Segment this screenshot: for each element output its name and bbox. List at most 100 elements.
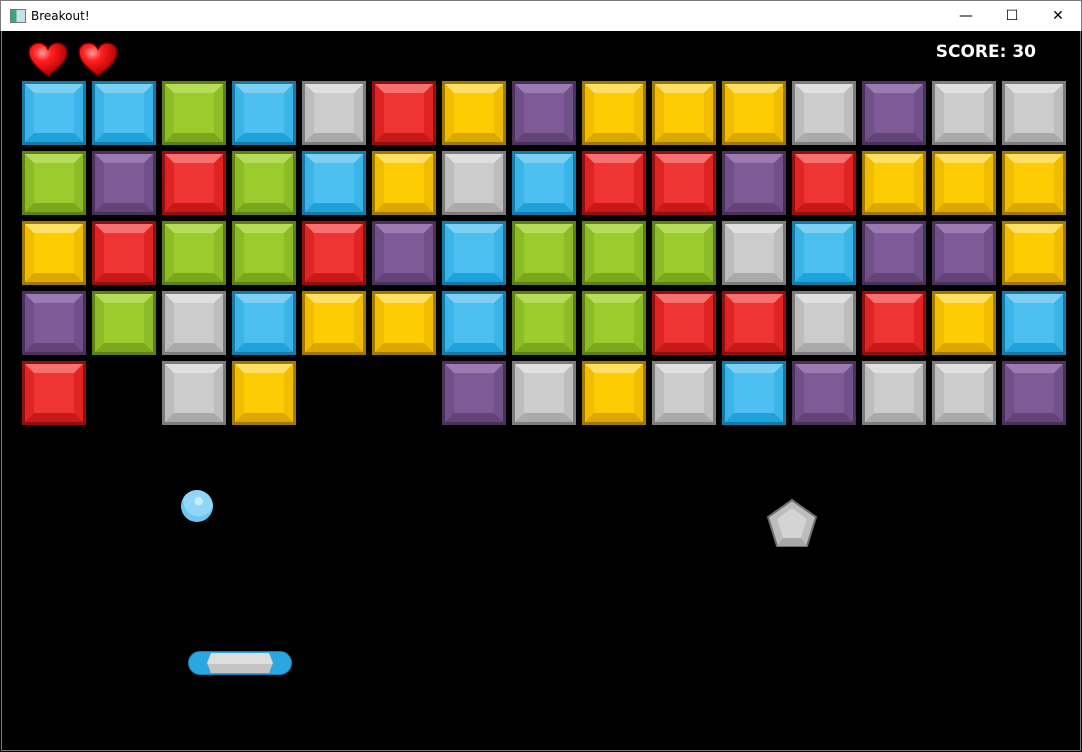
brick-face [235, 224, 293, 282]
brick-gray [652, 361, 716, 425]
brick-blue [722, 361, 786, 425]
brick-blue [792, 221, 856, 285]
brick-gray [512, 361, 576, 425]
brick-red [22, 361, 86, 425]
paddle[interactable] [188, 651, 292, 675]
brick-gray [932, 81, 996, 145]
brick-face [375, 84, 433, 142]
brick-blue [442, 221, 506, 285]
brick-face [25, 364, 83, 422]
brick-green [232, 151, 296, 215]
brick-face [585, 154, 643, 212]
brick-green [512, 221, 576, 285]
brick-yellow [1002, 221, 1066, 285]
score-label: SCORE: 30 [935, 42, 1036, 62]
brick-face [235, 364, 293, 422]
brick-purple [1002, 361, 1066, 425]
brick-face [725, 84, 783, 142]
brick-face [25, 294, 83, 352]
brick-purple [442, 361, 506, 425]
brick-green [92, 291, 156, 355]
brick-purple [862, 81, 926, 145]
brick-face [795, 84, 853, 142]
brick-face [95, 224, 153, 282]
brick-face [375, 294, 433, 352]
brick-face [935, 224, 993, 282]
brick-face [655, 84, 713, 142]
brick-face [235, 154, 293, 212]
window-title: Breakout! [31, 9, 90, 23]
brick-blue [442, 291, 506, 355]
brick-face [1005, 84, 1063, 142]
brick-face [725, 224, 783, 282]
brick-face [725, 364, 783, 422]
brick-face [25, 224, 83, 282]
minimize-button[interactable]: — [959, 8, 973, 24]
brick-purple [22, 291, 86, 355]
brick-green [512, 291, 576, 355]
brick-green [582, 221, 646, 285]
brick-green [162, 221, 226, 285]
brick-face [95, 84, 153, 142]
brick-face [165, 364, 223, 422]
brick-blue [232, 291, 296, 355]
brick-red [652, 151, 716, 215]
brick-face [935, 294, 993, 352]
brick-face [445, 154, 503, 212]
brick-red [582, 151, 646, 215]
maximize-button[interactable]: ☐ [1005, 8, 1019, 24]
title-bar[interactable]: Breakout! — ☐ ✕ [0, 0, 1082, 31]
brick-face [235, 294, 293, 352]
brick-gray [932, 361, 996, 425]
close-button[interactable]: ✕ [1052, 8, 1064, 24]
brick-face [795, 154, 853, 212]
brick-purple [372, 221, 436, 285]
brick-face [585, 224, 643, 282]
brick-red [862, 291, 926, 355]
heart-icon [78, 42, 118, 78]
pentagon-gem-icon [766, 498, 818, 547]
brick-face [1005, 364, 1063, 422]
brick-green [582, 291, 646, 355]
brick-face [865, 364, 923, 422]
brick-green [162, 81, 226, 145]
brick-face [865, 154, 923, 212]
brick-green [22, 151, 86, 215]
brick-face [95, 294, 153, 352]
brick-face [305, 294, 363, 352]
brick-gray [792, 291, 856, 355]
brick-face [375, 154, 433, 212]
brick-face [1005, 294, 1063, 352]
brick-yellow [582, 361, 646, 425]
brick-face [585, 84, 643, 142]
brick-red [652, 291, 716, 355]
brick-gray [792, 81, 856, 145]
brick-face [725, 294, 783, 352]
brick-face [515, 84, 573, 142]
brick-face [305, 154, 363, 212]
brick-face [725, 154, 783, 212]
brick-yellow [722, 81, 786, 145]
brick-red [792, 151, 856, 215]
brick-gray [162, 361, 226, 425]
brick-face [795, 294, 853, 352]
brick-yellow [22, 221, 86, 285]
paddle-center [207, 653, 273, 673]
brick-face [865, 294, 923, 352]
brick-purple [932, 221, 996, 285]
brick-red [372, 81, 436, 145]
brick-face [445, 294, 503, 352]
brick-face [865, 84, 923, 142]
brick-green [652, 221, 716, 285]
brick-yellow [302, 291, 366, 355]
brick-face [935, 154, 993, 212]
brick-yellow [1002, 151, 1066, 215]
brick-face [655, 294, 713, 352]
brick-purple [722, 151, 786, 215]
brick-face [935, 84, 993, 142]
game-canvas[interactable]: SCORE: 30 [1, 31, 1081, 751]
brick-gray [1002, 81, 1066, 145]
brick-face [165, 294, 223, 352]
brick-blue [512, 151, 576, 215]
brick-yellow [232, 361, 296, 425]
